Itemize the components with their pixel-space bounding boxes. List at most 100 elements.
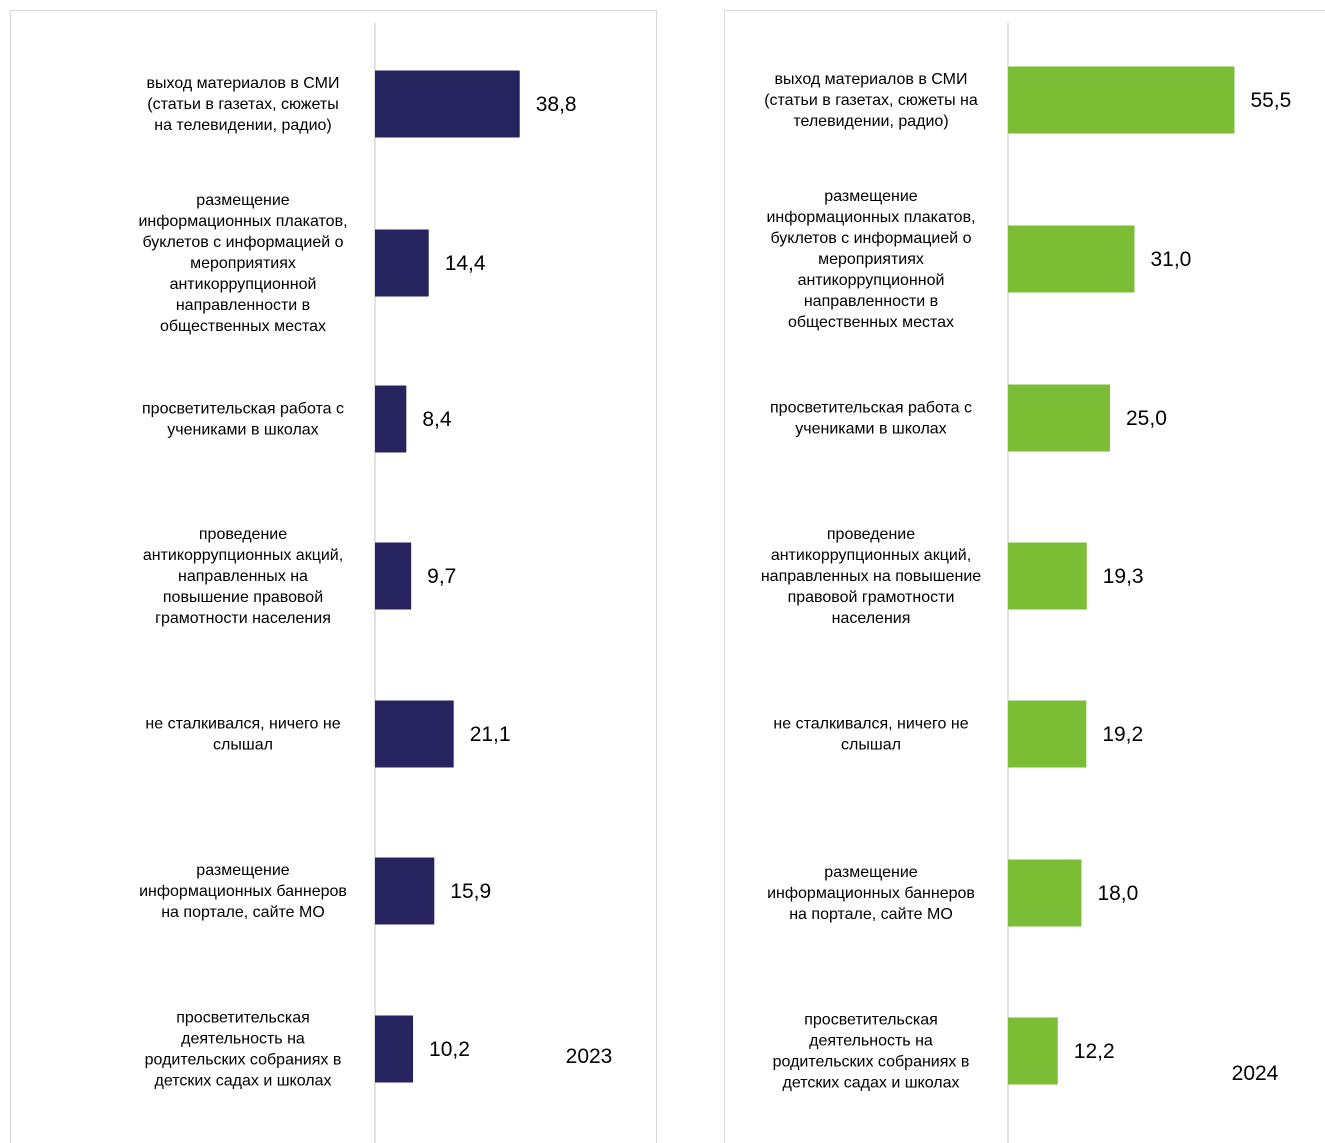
chart-panel-2024: 55,5 выход материалов в СМИ (статьи в газе… <box>724 10 1325 1143</box>
category-label: проведение антикоррупционных акций, направ… <box>761 526 981 627</box>
category-label-line: информационных плакатов, <box>766 209 975 226</box>
value-label: 55,5 <box>1250 89 1291 112</box>
value-label: 15,9 <box>450 880 491 903</box>
category-label: просветительская деятельность на родительс… <box>145 1010 342 1090</box>
value-label: 25,0 <box>1126 407 1167 430</box>
bar <box>1008 542 1087 610</box>
bar <box>1008 859 1082 927</box>
category-label-line: общественных местах <box>160 318 326 335</box>
category-label: просветительская работа с учениками в шко… <box>770 400 972 438</box>
value-label: 12,2 <box>1074 1040 1115 1063</box>
category-label-line: мероприятиях <box>190 255 296 272</box>
value-label: 19,2 <box>1102 723 1143 746</box>
category-label: проведение антикоррупционных акций, направ… <box>143 526 343 627</box>
category-label-line: деятельность на <box>181 1031 305 1048</box>
value-label: 14,4 <box>445 252 486 275</box>
category-label-line: буклетов с информацией о <box>770 230 971 247</box>
category-label-line: учениками в школах <box>167 422 318 439</box>
value-label: 31,0 <box>1150 248 1191 271</box>
category-label-line: грамотности населения <box>155 610 331 627</box>
category-label-line: размещение <box>824 188 918 205</box>
chart-panel-2023: 38,8 выход материалов в СМИ (статьи в газе… <box>10 10 657 1143</box>
category-label: размещение информационных баннеров на порт… <box>139 862 347 921</box>
bar <box>1008 225 1135 293</box>
category-label-line: информационных баннеров <box>767 885 975 902</box>
category-label: выход материалов в СМИ (статьи в газетах,… <box>147 75 340 134</box>
year-label: 2023 <box>566 1045 613 1068</box>
bar <box>375 229 429 297</box>
bar-chart-2024: 55,5 выход материалов в СМИ (статьи в газе… <box>761 23 1291 1143</box>
bar <box>375 542 412 610</box>
category-label-line: просветительская работа с <box>142 401 344 418</box>
value-label: 10,2 <box>429 1038 470 1061</box>
year-label: 2024 <box>1232 1062 1279 1085</box>
bar <box>1008 66 1235 134</box>
bar <box>375 70 520 138</box>
category-label-line: направленных на <box>178 568 308 585</box>
value-label: 9,7 <box>427 565 456 588</box>
category-label-line: направленности в <box>804 293 938 310</box>
bar <box>375 700 454 768</box>
category-label-line: проведение <box>199 526 287 543</box>
category-label-line: направленных на повышение <box>761 568 981 585</box>
category-label: размещение информационных плакатов, буклет… <box>766 188 975 331</box>
bar <box>1008 1017 1058 1085</box>
category-label-line: населения <box>832 610 911 627</box>
category-label-line: слышал <box>213 737 273 754</box>
category-label-line: антикоррупционных акций, <box>771 547 971 564</box>
category-label-line: антикоррупционной <box>170 276 317 293</box>
value-label: 19,3 <box>1103 565 1144 588</box>
category-label-line: просветительская <box>176 1010 310 1027</box>
bar-chart-2023: 38,8 выход материалов в СМИ (статьи в газе… <box>138 23 613 1143</box>
category-label-line: слышал <box>841 737 901 754</box>
category-label: размещение информационных плакатов, буклет… <box>138 192 347 335</box>
bar <box>375 1015 414 1083</box>
category-label-line: (статьи в газетах, сюжеты <box>147 96 338 113</box>
category-label: не сталкивался, ничего не слышал <box>773 716 968 754</box>
category-label: не сталкивался, ничего не слышал <box>145 716 340 754</box>
category-label-line: размещение <box>824 864 918 881</box>
bar <box>375 385 407 453</box>
category-label-line: просветительская работа с <box>770 400 972 417</box>
category-label-line: телевидении, радио) <box>793 113 948 130</box>
category-label: просветительская работа с учениками в шко… <box>142 401 344 439</box>
category-label-line: не сталкивался, ничего не <box>145 716 340 733</box>
category-label-line: информационных баннеров <box>139 883 347 900</box>
value-label: 18,0 <box>1097 882 1138 905</box>
category-label-line: просветительская <box>804 1012 938 1029</box>
category-label-line: мероприятиях <box>818 251 924 268</box>
category-label-line: родительских собраниях в <box>773 1054 970 1071</box>
category-label-line: проведение <box>827 526 915 543</box>
category-label-line: повышение правовой <box>163 589 323 606</box>
category-label-line: родительских собраниях в <box>145 1052 342 1069</box>
category-label-line: информационных плакатов, <box>138 213 347 230</box>
category-label-line: антикоррупционной <box>798 272 945 289</box>
value-label: 21,1 <box>470 723 511 746</box>
category-label-line: детских садах и школах <box>783 1075 960 1092</box>
category-label: размещение информационных баннеров на порт… <box>767 864 975 923</box>
category-label-line: выход материалов в СМИ <box>775 71 968 88</box>
category-label: выход материалов в СМИ (статьи в газетах,… <box>764 71 978 130</box>
category-label-line: антикоррупционных акций, <box>143 547 343 564</box>
category-label-line: на портале, сайте МО <box>161 904 325 921</box>
category-label-line: размещение <box>196 192 290 209</box>
bar <box>1008 384 1110 452</box>
category-label-line: выход материалов в СМИ <box>147 75 340 92</box>
category-label-line: учениками в школах <box>795 421 946 438</box>
category-label-line: деятельность на <box>809 1033 933 1050</box>
category-label-line: направленности в <box>176 297 310 314</box>
category-label-line: правовой грамотности <box>788 589 955 606</box>
category-label-line: размещение <box>196 862 290 879</box>
category-label-line: не сталкивался, ничего не <box>773 716 968 733</box>
category-label-line: общественных местах <box>788 314 954 331</box>
category-label-line: (статьи в газетах, сюжеты на <box>764 92 978 109</box>
category-label-line: буклетов с информацией о <box>142 234 343 251</box>
bar <box>375 857 435 925</box>
value-label: 8,4 <box>422 408 452 431</box>
category-label-line: на портале, сайте МО <box>789 906 953 923</box>
bar <box>1008 700 1087 768</box>
category-label: просветительская деятельность на родительс… <box>773 1012 970 1092</box>
value-label: 38,8 <box>536 93 577 116</box>
category-label-line: на телевидении, радио) <box>154 117 332 134</box>
category-label-line: детских садах и школах <box>155 1073 332 1090</box>
